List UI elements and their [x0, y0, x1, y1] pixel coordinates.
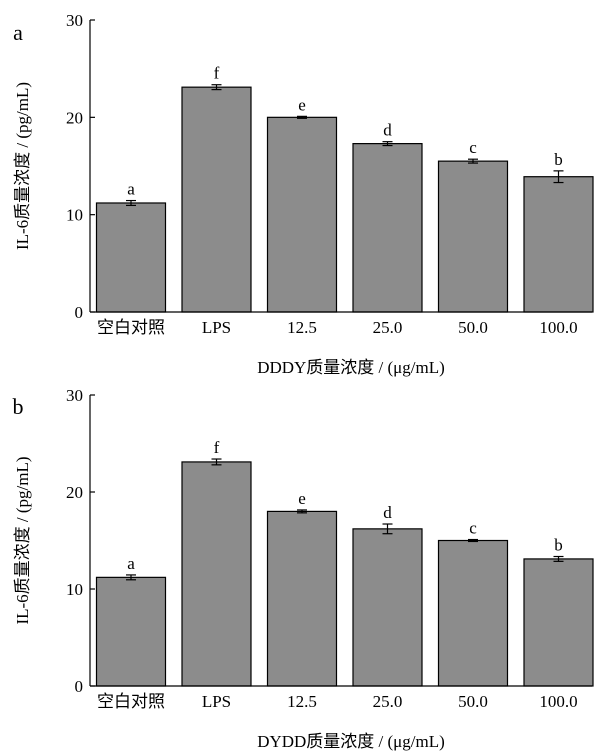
x-tick-label: 12.5 — [287, 318, 317, 337]
x-axis-title: DYDD质量浓度 / (μg/mL) — [257, 732, 445, 751]
panel-label: a — [13, 20, 23, 45]
x-tick-label: 50.0 — [458, 692, 488, 711]
y-tick-label: 20 — [66, 483, 83, 502]
panel-label: b — [13, 394, 24, 419]
chart-panel-a: a a 空白对照 f LPS e 12.5 d 25.0 c 50.0 b 100.0 0 10 20 30 DD… — [13, 11, 594, 377]
significance-label: d — [383, 503, 392, 522]
x-tick-label: LPS — [202, 692, 231, 711]
bar — [523, 558, 594, 687]
bar — [95, 202, 167, 313]
significance-label: b — [554, 536, 563, 555]
significance-label: f — [214, 64, 220, 83]
x-tick-label: 12.5 — [287, 692, 317, 711]
bar — [181, 86, 252, 313]
bar — [352, 528, 423, 687]
y-axis-title: IL-6质量浓度 / (pg/mL) — [13, 82, 32, 250]
y-tick-label: 20 — [66, 108, 83, 127]
x-tick-label: 100.0 — [539, 692, 577, 711]
significance-label: c — [469, 138, 477, 157]
y-axis-title: IL-6质量浓度 / (pg/mL) — [13, 456, 32, 624]
x-tick-label: 100.0 — [539, 318, 577, 337]
x-tick-label: 25.0 — [373, 318, 403, 337]
x-tick-label: 50.0 — [458, 318, 488, 337]
chart-panel-b: b a 空白对照 f LPS e 12.5 d 25.0 c 50.0 b 100.0 0 10 20 30 DY… — [13, 386, 594, 751]
bar — [437, 539, 509, 687]
bar — [523, 176, 594, 313]
x-axis-title: DDDY质量浓度 / (μg/mL) — [257, 358, 445, 377]
bar — [266, 510, 338, 687]
bar — [181, 461, 252, 687]
x-tick-label: 25.0 — [373, 692, 403, 711]
y-tick-label: 0 — [75, 303, 84, 322]
significance-label: d — [383, 121, 392, 140]
significance-label: c — [469, 519, 477, 538]
y-tick-label: 0 — [75, 677, 84, 696]
y-tick-label: 30 — [66, 386, 83, 405]
x-tick-label: 空白对照 — [97, 692, 165, 711]
bar — [95, 576, 167, 687]
significance-label: a — [127, 554, 135, 573]
bar — [437, 160, 509, 313]
significance-label: e — [298, 489, 306, 508]
bar — [266, 116, 338, 313]
significance-label: b — [554, 150, 563, 169]
x-tick-label: 空白对照 — [97, 318, 165, 337]
y-tick-label: 30 — [66, 11, 83, 30]
bar — [352, 143, 423, 313]
significance-label: a — [127, 180, 135, 199]
x-tick-label: LPS — [202, 318, 231, 337]
y-tick-label: 10 — [66, 580, 83, 599]
significance-label: f — [214, 438, 220, 457]
y-tick-label: 10 — [66, 206, 83, 225]
significance-label: e — [298, 95, 306, 114]
